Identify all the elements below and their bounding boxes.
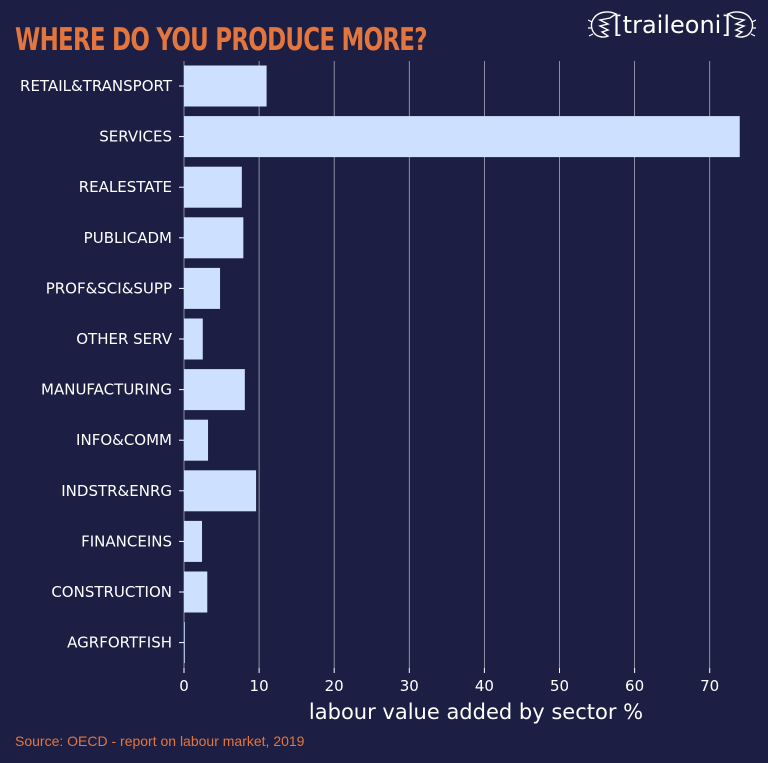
bar: [184, 369, 245, 411]
y-tick-label: FINANCEINS: [81, 532, 172, 550]
y-tick-label: OTHER SERV: [76, 330, 173, 348]
bar: [184, 267, 221, 309]
lion-left-icon: [588, 11, 618, 38]
y-tick-label: MANUFACTURING: [41, 381, 172, 399]
x-tick-label: 60: [625, 677, 644, 695]
x-tick-label: 10: [250, 677, 269, 695]
bar: [184, 520, 203, 562]
lion-right-icon: [726, 11, 756, 38]
bar: [184, 318, 203, 360]
y-tick-label: PUBLICADM: [84, 229, 172, 247]
x-tick-label: 40: [475, 677, 494, 695]
y-tick-label: RETAIL&TRANSPORT: [20, 77, 173, 95]
x-tick-label: 50: [550, 677, 569, 695]
bar: [184, 65, 267, 107]
brand-logo: [traileoni]: [588, 8, 756, 44]
bar: [184, 622, 185, 664]
x-tick-label: 0: [179, 677, 189, 695]
y-tick-label: SERVICES: [99, 128, 172, 146]
chart-title: WHERE DO YOU PRODUCE MORE?: [15, 22, 428, 58]
y-tick-label: INDSTR&ENRG: [61, 482, 172, 500]
y-tick-label: AGRFORTFISH: [67, 634, 172, 652]
bar: [184, 166, 242, 208]
source-note: Source: OECD - report on labour market, …: [15, 733, 305, 749]
y-tick-label: PROF&SCI&SUPP: [46, 279, 172, 297]
bar: [184, 116, 740, 158]
bar: [184, 571, 208, 613]
x-tick-label: 30: [400, 677, 419, 695]
x-axis-label: labour value added by sector %: [309, 700, 643, 724]
x-tick-label: 20: [325, 677, 344, 695]
y-tick-label: INFO&COMM: [76, 431, 172, 449]
logo-text: [traileoni]: [613, 11, 731, 39]
bar: [184, 217, 244, 259]
x-tick-label: 70: [700, 677, 719, 695]
y-tick-label: REALESTATE: [79, 178, 172, 196]
bar: [184, 470, 257, 512]
y-tick-label: CONSTRUCTION: [51, 583, 172, 601]
bar: [184, 419, 209, 461]
